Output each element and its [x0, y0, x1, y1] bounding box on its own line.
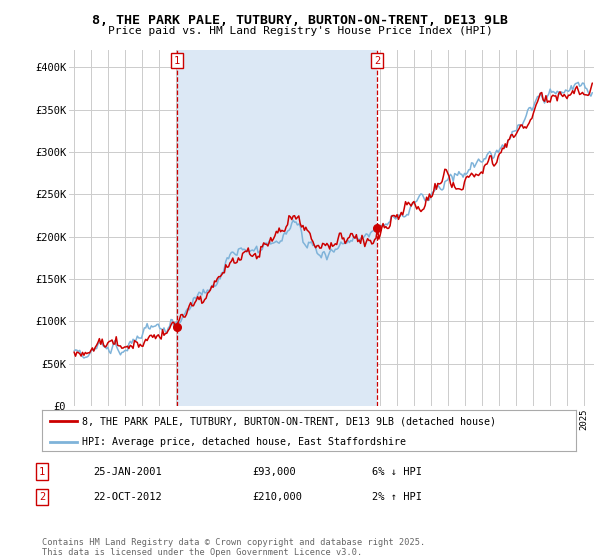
Text: HPI: Average price, detached house, East Staffordshire: HPI: Average price, detached house, East…: [82, 437, 406, 447]
Text: 1: 1: [39, 466, 45, 477]
Text: £93,000: £93,000: [252, 466, 296, 477]
Text: 2: 2: [39, 492, 45, 502]
Text: 22-OCT-2012: 22-OCT-2012: [93, 492, 162, 502]
Text: 8, THE PARK PALE, TUTBURY, BURTON-ON-TRENT, DE13 9LB (detached house): 8, THE PARK PALE, TUTBURY, BURTON-ON-TRE…: [82, 417, 496, 426]
Bar: [177, 50, 377, 406]
Text: 8, THE PARK PALE, TUTBURY, BURTON-ON-TRENT, DE13 9LB: 8, THE PARK PALE, TUTBURY, BURTON-ON-TRE…: [92, 14, 508, 27]
Text: 2: 2: [374, 56, 380, 66]
Text: Contains HM Land Registry data © Crown copyright and database right 2025.
This d: Contains HM Land Registry data © Crown c…: [42, 538, 425, 557]
Text: £210,000: £210,000: [252, 492, 302, 502]
Text: 2% ↑ HPI: 2% ↑ HPI: [372, 492, 422, 502]
Text: 25-JAN-2001: 25-JAN-2001: [93, 466, 162, 477]
Text: Price paid vs. HM Land Registry's House Price Index (HPI): Price paid vs. HM Land Registry's House …: [107, 26, 493, 36]
Text: 6% ↓ HPI: 6% ↓ HPI: [372, 466, 422, 477]
Text: 1: 1: [174, 56, 181, 66]
